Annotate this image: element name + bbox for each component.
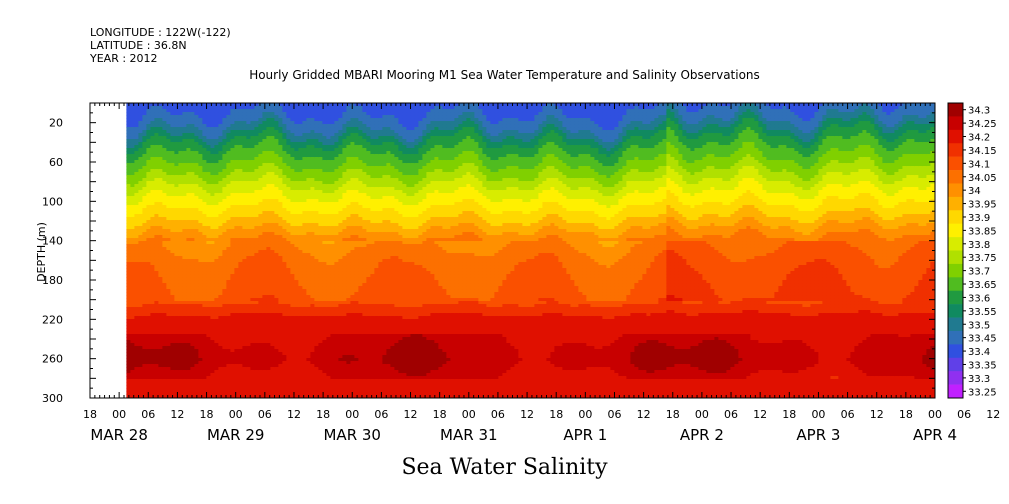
salinity-field (126, 103, 935, 398)
